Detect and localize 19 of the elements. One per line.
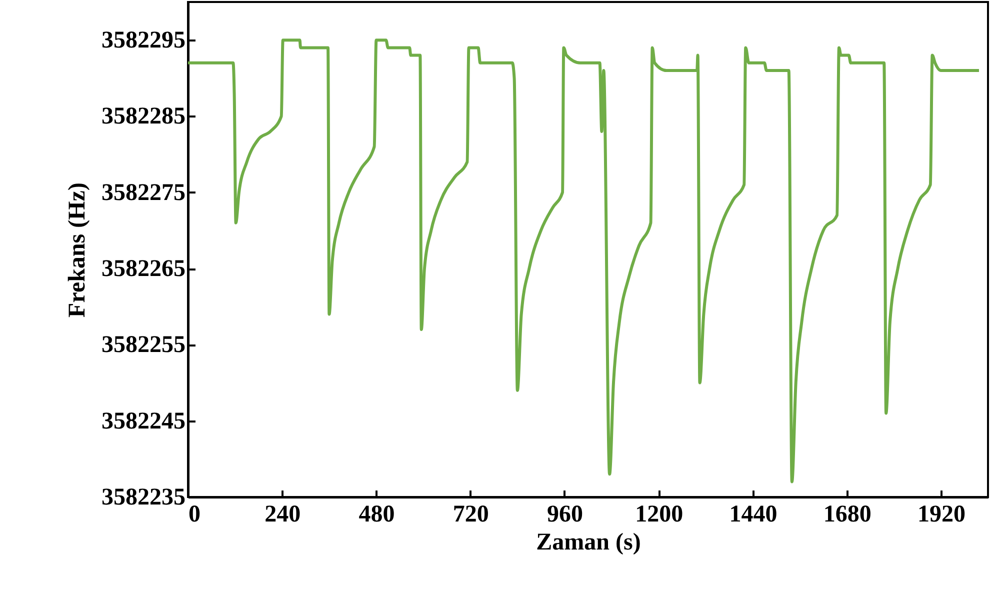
y-tick-label: 3582245 <box>102 408 186 434</box>
x-tick-label: 480 <box>358 502 395 528</box>
y-tick-label: 3582265 <box>102 256 186 282</box>
y-tick-label: 3582275 <box>102 180 186 206</box>
line-series <box>188 38 980 484</box>
x-tick-label: 960 <box>546 502 583 528</box>
y-tick-label: 3582255 <box>102 332 186 358</box>
y-axis-title: Frekans (Hz) <box>64 182 90 318</box>
x-tick-label: 1200 <box>635 502 684 528</box>
x-tick-label: 0 <box>188 502 200 528</box>
x-tick-label: 1680 <box>823 502 872 528</box>
x-axis-title: Zaman (s) <box>536 530 641 556</box>
x-tick-label: 1920 <box>917 502 966 528</box>
x-tick-label: 720 <box>452 502 489 528</box>
x-tick-label: 240 <box>264 502 301 528</box>
y-tick-label: 3582235 <box>102 484 186 510</box>
y-tick-label: 3582295 <box>102 28 186 54</box>
y-tick-label: 3582285 <box>102 104 186 130</box>
x-tick-label: 1440 <box>729 502 778 528</box>
